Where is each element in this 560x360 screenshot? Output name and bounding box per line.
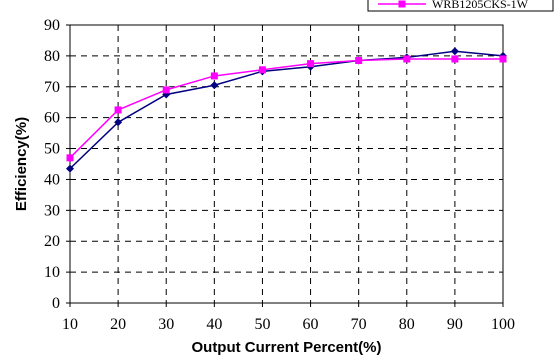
y-tick-label: 50 <box>44 141 60 158</box>
data-point <box>162 86 170 94</box>
y-tick-label: 30 <box>44 202 60 219</box>
series-line <box>69 50 504 170</box>
legend-box <box>367 0 554 12</box>
legend: WRB1205CKS-1W <box>367 0 554 12</box>
data-point <box>499 55 507 63</box>
plot-area-frame <box>69 24 504 304</box>
x-axis-title: Output Current Percent(%) <box>191 339 381 356</box>
x-tick-label: 10 <box>62 316 78 333</box>
y-tick-label: 0 <box>52 295 60 312</box>
data-point <box>210 72 218 80</box>
x-tick-label: 80 <box>399 316 415 333</box>
data-point <box>66 164 74 173</box>
x-tick-label: 50 <box>254 316 270 333</box>
data-point <box>258 66 266 74</box>
series-line <box>69 58 503 159</box>
data-point <box>355 57 363 65</box>
series-1 <box>66 55 507 162</box>
y-tick-labels: 0 10 20 30 40 50 60 70 80 90 <box>44 17 70 312</box>
x-tick-label: 70 <box>351 316 367 333</box>
data-point <box>451 55 459 63</box>
data-point <box>450 47 459 56</box>
y-tick-label: 10 <box>44 264 60 281</box>
y-tick-label: 60 <box>44 110 60 127</box>
series-group <box>66 47 507 173</box>
data-point <box>66 154 74 162</box>
x-tick-label: 40 <box>206 316 222 333</box>
x-tick-label: 90 <box>447 316 463 333</box>
data-point <box>403 55 411 63</box>
y-axis-title: Efficiency(%) <box>13 117 30 211</box>
x-tick-labels: 10 20 30 40 50 60 70 80 90 100 <box>62 303 515 333</box>
legend-marker <box>398 0 406 8</box>
y-tick-label: 20 <box>44 233 60 250</box>
y-tick-label: 40 <box>44 171 60 188</box>
x-tick-label: 20 <box>110 316 126 333</box>
data-point <box>307 60 315 68</box>
data-point <box>114 118 123 127</box>
y-tick-label: 80 <box>44 48 60 65</box>
x-tick-label: 30 <box>158 316 174 333</box>
y-tick-label: 70 <box>44 79 60 96</box>
x-tick-label: 60 <box>303 316 319 333</box>
legend-label: WRB1205CKS-1W <box>432 0 529 11</box>
data-point <box>210 81 219 90</box>
x-tick-label: 100 <box>491 316 515 333</box>
y-tick-label: 90 <box>44 17 60 34</box>
data-point <box>114 106 122 114</box>
